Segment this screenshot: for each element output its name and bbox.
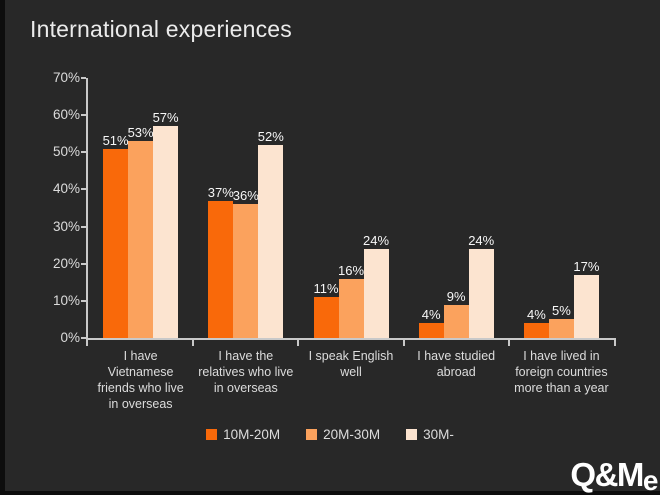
y-axis-tick [81, 299, 86, 302]
x-axis-line [86, 338, 616, 340]
y-axis-tick [81, 114, 86, 117]
y-axis-line [86, 78, 88, 338]
y-axis-tick-label: 0% [60, 330, 80, 345]
bar-10M-20M: 4% [418, 307, 444, 338]
y-axis-tick [81, 337, 86, 339]
bar-value-label: 53% [127, 125, 154, 141]
bar-30M-: 17% [573, 259, 599, 338]
legend-swatch [406, 429, 418, 440]
bar-value-label: 51% [102, 132, 129, 148]
x-axis-tick [191, 340, 194, 346]
bar-value-label: 17% [573, 258, 600, 274]
y-axis-tick-label: 50% [52, 144, 80, 160]
bar-value-label: 36% [232, 188, 259, 204]
bar-group: 11% 16% 24% [298, 78, 403, 338]
bar-20M-30M: 16% [338, 263, 364, 338]
x-axis-tick [297, 340, 300, 346]
slide-left-border [0, 0, 5, 495]
bar-value-label: 5% [552, 303, 571, 319]
bar-20M-30M: 5% [548, 303, 574, 338]
y-axis-tick [81, 151, 86, 154]
bar-20M-30M: 36% [233, 188, 259, 338]
bar-value-label: 52% [257, 128, 284, 144]
bar-30M-: 24% [363, 233, 389, 338]
bar-value-label: 11% [313, 281, 339, 297]
bar-30M-: 57% [153, 110, 179, 338]
bar-10M-20M: 51% [103, 133, 129, 338]
bar-value-label: 9% [446, 288, 466, 304]
qme-logo: Q&Me [570, 456, 658, 495]
bar-10M-20M: 37% [208, 185, 234, 338]
bar-group: 4% 9% 24% [404, 78, 509, 338]
bar-10M-20M: 11% [313, 281, 339, 338]
bar-group: 37% 36% 52% [193, 78, 298, 338]
bar-value-label: 57% [152, 110, 179, 126]
category-label: I speak English well [308, 349, 394, 379]
y-axis-tick [81, 77, 86, 79]
page-title: International experiences [30, 16, 292, 42]
legend-swatch [306, 429, 318, 440]
bar-20M-30M: 53% [128, 125, 154, 338]
bar-value-label: 24% [362, 232, 390, 248]
y-axis-tick-label: 70% [52, 70, 80, 85]
y-axis-tick [81, 188, 86, 191]
legend-item: 10M-20M [206, 427, 280, 442]
category-label: I have lived in foreign countries more t… [514, 349, 609, 395]
x-axis-tick [402, 340, 405, 346]
legend-swatch [206, 429, 218, 440]
x-axis-category-labels: I have Vietnamese friends who live in ov… [88, 348, 614, 412]
bar-value-label: 37% [207, 184, 234, 200]
x-axis-tick [614, 340, 616, 346]
category-label: I have the relatives who live in oversea… [198, 349, 294, 395]
x-axis-tick [508, 340, 511, 346]
plot-area: 51% 53% 57% 37% 36% 52% 11% 16% 24% 4% 9% 24% 4% 5% 17… [88, 78, 614, 338]
category-label: I have Vietnamese friends who live in ov… [97, 349, 184, 411]
legend-label: 10M-20M [223, 427, 281, 442]
legend-label: 30M- [423, 427, 454, 442]
bar-value-label: 4% [527, 307, 546, 323]
x-axis-tick [86, 340, 88, 346]
legend-item: 30M- [406, 427, 454, 442]
y-axis-tick-label: 10% [52, 292, 80, 308]
legend-label: 20M-30M [323, 427, 381, 442]
y-axis-tick-label: 30% [52, 218, 80, 234]
y-axis-tick-label: 20% [52, 255, 80, 271]
bar-group: 51% 53% 57% [88, 78, 193, 338]
slide-bottom-border [0, 491, 660, 495]
y-axis-tick-label: 40% [52, 181, 80, 197]
bar-20M-30M: 9% [443, 289, 469, 338]
bar-10M-20M: 4% [523, 307, 549, 338]
y-axis-tick [81, 225, 86, 228]
y-axis-tick-label: 60% [52, 107, 80, 123]
y-axis-tick [81, 262, 86, 265]
bar-value-label: 4% [421, 307, 441, 323]
chart-legend: 10M-20M 20M-30M 30M- [0, 427, 660, 442]
bar-30M-: 24% [468, 233, 494, 338]
bar-value-label: 24% [468, 232, 495, 248]
bar-30M-: 52% [258, 129, 284, 338]
bar-value-label: 16% [337, 262, 365, 278]
legend-item: 20M-30M [306, 427, 380, 442]
category-label: I have studied abroad [417, 349, 496, 379]
bar-group: 4% 5% 17% [509, 78, 614, 338]
